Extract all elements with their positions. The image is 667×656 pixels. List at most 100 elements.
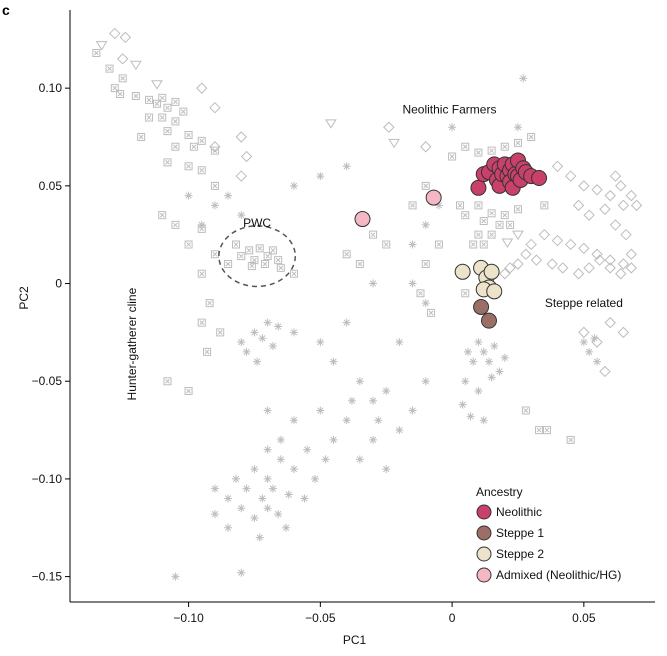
reference-diamond-point-1 bbox=[119, 31, 132, 44]
x-tick-label-3: 0.05 bbox=[572, 611, 596, 625]
y-tick-label-4: −0.10 bbox=[32, 472, 63, 486]
reference-asterisk-point-82 bbox=[593, 357, 602, 366]
reference-diamond-point-42 bbox=[504, 262, 516, 274]
series-0-point-21 bbox=[531, 170, 548, 187]
reference-asterisk-point-17 bbox=[316, 338, 325, 347]
reference-diamond-point-33 bbox=[546, 258, 558, 270]
reference-square-point-10 bbox=[171, 97, 180, 106]
reference-diamond-point-44 bbox=[591, 336, 603, 348]
reference-square-point-12 bbox=[145, 113, 154, 122]
reference-diamond-point-35 bbox=[572, 268, 585, 280]
reference-asterisk-point-64 bbox=[263, 445, 272, 454]
reference-diamond-point-51 bbox=[625, 189, 637, 202]
reference-square-point-25 bbox=[210, 181, 219, 190]
reference-square-point-49 bbox=[276, 263, 285, 272]
reference-square-point-53 bbox=[369, 230, 378, 239]
reference-asterisk-point-49 bbox=[284, 490, 293, 499]
reference-diamond-point-20 bbox=[609, 219, 622, 231]
reference-square-point-2 bbox=[118, 74, 127, 83]
reference-square-point-48 bbox=[261, 259, 269, 268]
reference-square-point-54 bbox=[382, 240, 391, 249]
reference-asterisk-point-89 bbox=[421, 299, 430, 308]
reference-square-point-59 bbox=[474, 148, 483, 157]
x-tick-label-2: 0 bbox=[449, 611, 456, 625]
y-axis-label: PC2 bbox=[17, 286, 31, 310]
reference-diamond-point-8 bbox=[116, 53, 129, 65]
reference-square-point-44 bbox=[263, 252, 272, 261]
reference-asterisk-point-54 bbox=[289, 465, 298, 474]
reference-diamond-point-5 bbox=[240, 150, 253, 163]
reference-square-point-6 bbox=[145, 95, 154, 104]
reference-square-point-8 bbox=[158, 93, 167, 102]
reference-asterisk-point-24 bbox=[316, 406, 325, 415]
reference-square-point-21 bbox=[171, 142, 180, 151]
reference-diamond-point-22 bbox=[625, 248, 637, 260]
reference-square-point-78 bbox=[434, 240, 443, 249]
reference-asterisk-point-47 bbox=[268, 484, 277, 493]
reference-diamond-point-15 bbox=[604, 189, 616, 202]
reference-diamond-point-13 bbox=[578, 180, 590, 192]
panel-label: c bbox=[2, 2, 10, 18]
series-1-point-0 bbox=[473, 298, 490, 315]
reference-asterisk-point-84 bbox=[421, 220, 430, 229]
reference-diamond-point-46 bbox=[604, 316, 616, 329]
reference-asterisk-point-50 bbox=[237, 504, 246, 513]
reference-diamond-point-31 bbox=[520, 248, 532, 260]
reference-asterisk-point-87 bbox=[448, 123, 457, 132]
reference-diamond-point-4 bbox=[235, 131, 247, 143]
reference-square-point-83 bbox=[542, 426, 551, 435]
reference-asterisk-point-18 bbox=[329, 357, 338, 366]
reference-diamond-point-38 bbox=[604, 262, 616, 274]
reference-asterisk-point-70 bbox=[469, 357, 478, 366]
reference-square-point-7 bbox=[152, 99, 161, 108]
reference-asterisk-point-9 bbox=[250, 328, 259, 337]
reference-square-point-43 bbox=[255, 244, 264, 253]
reference-asterisk-point-27 bbox=[276, 435, 285, 444]
reference-square-point-32 bbox=[224, 259, 233, 268]
reference-square-point-55 bbox=[421, 181, 430, 190]
legend-marker-3 bbox=[476, 567, 492, 583]
reference-asterisk-point-59 bbox=[255, 533, 264, 542]
reference-asterisk-point-46 bbox=[263, 474, 272, 483]
reference-asterisk-point-63 bbox=[237, 568, 246, 577]
reference-asterisk-point-39 bbox=[347, 396, 356, 405]
reference-asterisk-point-65 bbox=[474, 338, 483, 347]
reference-asterisk-point-34 bbox=[408, 406, 417, 415]
reference-asterisk-point-68 bbox=[490, 342, 499, 351]
legend-label-2: Steppe 2 bbox=[496, 547, 544, 561]
reference-square-point-76 bbox=[487, 230, 496, 239]
reference-diamond-point-0 bbox=[109, 27, 121, 40]
annotation-0: Neolithic Farmers bbox=[402, 103, 496, 117]
reference-square-point-56 bbox=[408, 201, 417, 210]
reference-diamond-point-14 bbox=[591, 184, 603, 196]
reference-square-point-37 bbox=[163, 377, 172, 386]
series-0-point-0 bbox=[470, 179, 487, 196]
reference-square-point-22 bbox=[163, 158, 172, 167]
reference-asterisk-point-86 bbox=[408, 279, 417, 288]
reference-diamond-point-3 bbox=[209, 101, 221, 114]
legend-marker-0 bbox=[476, 504, 492, 520]
reference-asterisk-point-10 bbox=[237, 338, 246, 347]
reference-diamond-point-7 bbox=[209, 141, 221, 153]
reference-asterisk-point-12 bbox=[258, 334, 267, 343]
reference-asterisk-point-56 bbox=[311, 474, 320, 483]
reference-diamond-point-50 bbox=[615, 180, 627, 192]
reference-square-point-47 bbox=[247, 261, 256, 270]
reference-square-point-30 bbox=[210, 250, 219, 259]
ancestry-series-layer bbox=[354, 152, 548, 329]
reference-asterisk-point-83 bbox=[408, 240, 417, 249]
reference-square-point-85 bbox=[566, 435, 575, 444]
reference-asterisk-point-57 bbox=[321, 455, 330, 464]
reference-square-point-45 bbox=[268, 246, 277, 255]
reference-square-point-86 bbox=[521, 406, 530, 415]
reference-square-point-36 bbox=[203, 347, 212, 356]
reference-asterisk-point-75 bbox=[458, 400, 467, 409]
reference-square-point-27 bbox=[171, 220, 180, 229]
reference-asterisk-point-36 bbox=[395, 338, 404, 347]
reference-square-point-26 bbox=[158, 211, 167, 220]
reference-asterisk-point-62 bbox=[171, 572, 180, 581]
reference-square-point-3 bbox=[110, 84, 119, 93]
reference-diamond-point-52 bbox=[630, 199, 643, 212]
reference-asterisk-point-81 bbox=[590, 334, 599, 343]
reference-diamond-point-2 bbox=[196, 82, 208, 94]
